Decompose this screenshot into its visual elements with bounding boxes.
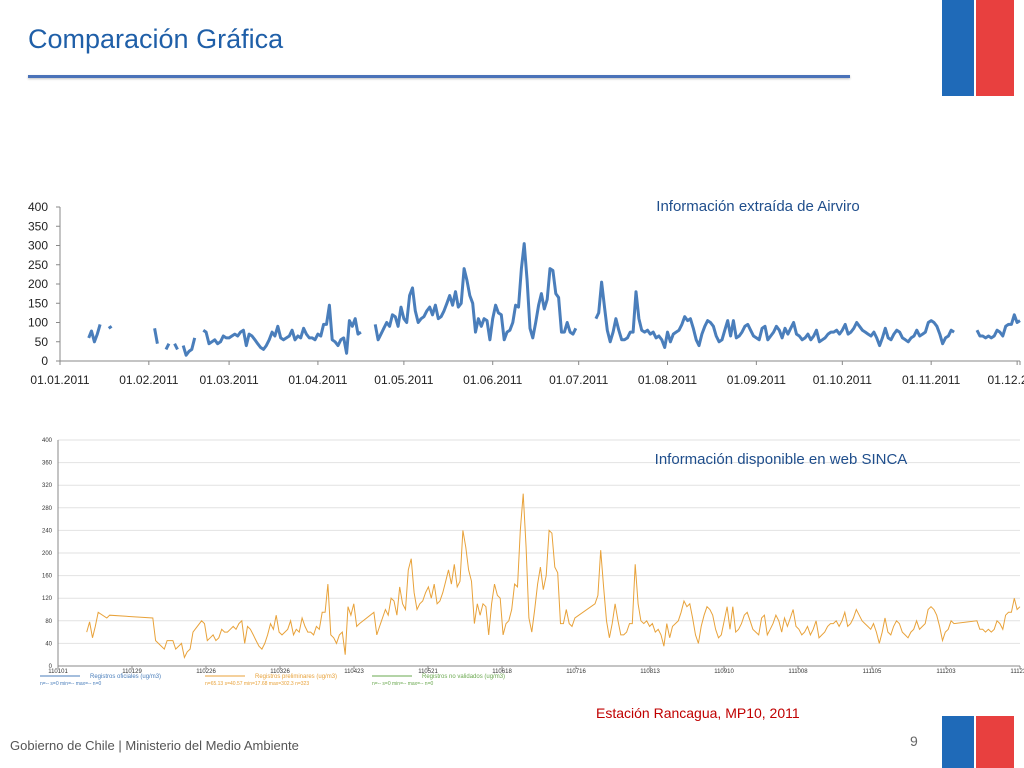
y-tick-label: 0 [41, 354, 48, 368]
y-tick-label: 50 [35, 335, 49, 349]
y-tick-label: 250 [28, 258, 48, 272]
x-tick-label: 110423 [344, 669, 364, 675]
series-line [86, 493, 1021, 660]
y-tick-label: 350 [28, 219, 48, 233]
x-tick-label: 110326 [270, 669, 290, 675]
x-tick-label: 111231 [1010, 669, 1024, 675]
x-tick-label: 01.11.2011 [902, 373, 961, 387]
y-tick-label: 320 [42, 483, 53, 489]
chile-flag-emblem-bottom [942, 716, 1014, 768]
y-tick-label: 120 [42, 596, 53, 602]
x-tick-label: 01.09.2011 [727, 373, 786, 387]
x-tick-label: 110813 [640, 669, 660, 675]
x-tick-label: 01.06.2011 [463, 373, 522, 387]
x-tick-label: 110226 [196, 669, 216, 675]
page-number: 9 [910, 733, 918, 749]
legend-label: Registros preliminares (ug/m3) [255, 674, 337, 680]
slide-title: Comparación Gráfica [28, 24, 284, 54]
y-tick-label: 400 [28, 200, 48, 214]
x-tick-label: 111105 [863, 669, 882, 675]
x-tick-label: 110101 [48, 669, 68, 675]
x-tick-label: 110521 [418, 669, 438, 675]
y-tick-label: 80 [45, 619, 52, 625]
x-tick-label: 01.04.2011 [288, 373, 347, 387]
legend-label: Registros oficiales (ug/m3) [90, 674, 161, 680]
y-tick-label: 0 [49, 664, 53, 670]
y-tick-label: 240 [42, 528, 53, 534]
y-tick-label: 160 [42, 574, 53, 580]
airviro-line-chart: 0 50 100 150 200 250 300 350 400 01.01.2011 01.02.… [28, 198, 1024, 387]
flag-blue-band [942, 716, 974, 768]
y-tick-label: 150 [28, 296, 48, 310]
legend-stats: n=65.13 s=40.57 min=17.68 max=302.3 n=32… [205, 681, 309, 685]
x-tick-label: 111008 [788, 669, 808, 675]
y-tick-label: 200 [42, 551, 53, 557]
x-tick-label: 01.08.2011 [638, 373, 697, 387]
chile-flag-emblem-top [942, 0, 1014, 96]
x-tick-label: 110910 [714, 669, 734, 675]
flag-blue-band [942, 0, 974, 96]
x-tick-label: 01.07.2011 [549, 373, 608, 387]
x-tick-label: 111203 [936, 669, 956, 675]
station-note: Estación Rancagua, MP10, 2011 [596, 705, 800, 721]
footer-text: Gobierno de Chile | Ministerio del Medio… [10, 738, 299, 753]
x-tick-label: 01.10.2011 [813, 373, 872, 387]
y-tick-label: 300 [28, 239, 48, 253]
sinca-line-chart: 0 40 80 120 160 200 240 280 320 360 400 110101 11012… [40, 438, 1024, 685]
y-tick-label: 400 [42, 438, 53, 444]
x-tick-label: 01.05.2011 [374, 373, 433, 387]
legend-stats: n=-- s=0 min=-- max=-- n=0 [40, 681, 101, 685]
y-tick-label: 200 [28, 277, 48, 291]
y-tick-label: 360 [42, 461, 53, 467]
flag-red-band [976, 716, 1014, 768]
x-tick-label: 01.12.2011 [988, 373, 1024, 387]
legend-label: Registros no validados (ug/m3) [422, 674, 505, 680]
flag-red-band [976, 0, 1014, 96]
y-tick-label: 100 [28, 316, 48, 330]
y-tick-label: 280 [42, 506, 53, 512]
chart-title: Información extraída de Airviro [656, 198, 859, 215]
legend-stats: n=-- s=0 min=-- max=-- n=0 [372, 681, 433, 685]
x-tick-label: 01.02.2011 [119, 373, 178, 387]
x-tick-label: 110716 [566, 669, 586, 675]
chart-title: Información disponible en web SINCA [655, 451, 908, 468]
y-tick-label: 40 [45, 641, 52, 647]
series-line [87, 242, 1021, 357]
x-tick-label: 01.03.2011 [199, 373, 258, 387]
title-underline [28, 75, 850, 78]
x-tick-label: 110618 [492, 669, 512, 675]
x-tick-label: 01.01.2011 [30, 373, 89, 387]
x-tick-label: 110129 [122, 669, 142, 675]
